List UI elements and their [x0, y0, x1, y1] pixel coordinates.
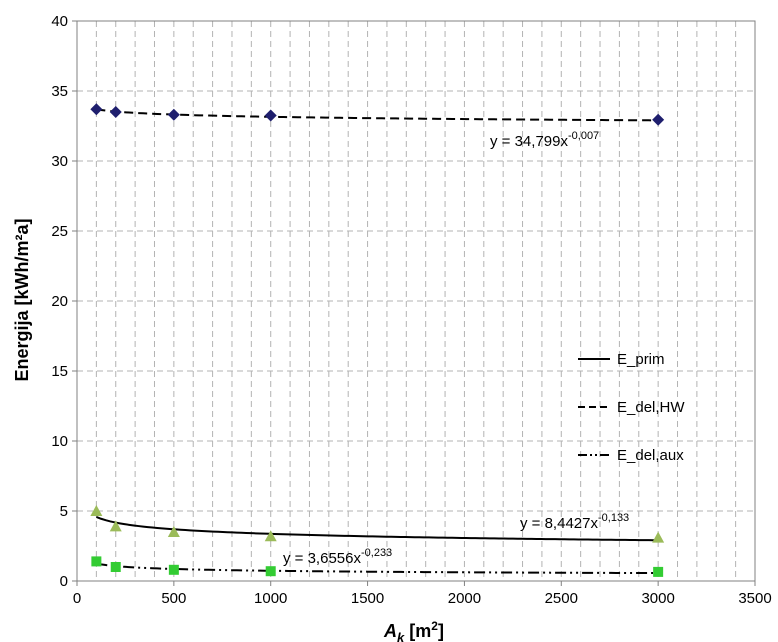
x-tick-label: 3000 [641, 590, 674, 607]
data-point-E_del,HW [167, 108, 180, 121]
trendline-E_del,HW [96, 108, 659, 122]
y-tick-label: 35 [51, 83, 68, 100]
trendlines [96, 108, 659, 575]
y-axis-title: Energija [kWh/m²a] [12, 218, 32, 381]
trendline-E_prim [96, 516, 659, 542]
data-point-E_del,aux [91, 556, 102, 567]
y-tick-label: 10 [51, 433, 68, 450]
y-tick-label: 5 [60, 503, 68, 520]
data-point-E_prim [167, 526, 180, 537]
data-point-E_del,aux [168, 564, 179, 575]
y-tick-label: 40 [51, 13, 68, 30]
data-point-E_del,HW [90, 103, 103, 116]
trend-equation-E_prim: y = 8,4427x-0,133 [520, 512, 629, 532]
legend-label-E_prim: E_prim [617, 351, 665, 368]
x-tick-label: 2000 [448, 590, 481, 607]
legend-label-E_del,HW: E_del,HW [617, 399, 685, 416]
y-tick-label: 20 [51, 293, 68, 310]
y-tick-label: 15 [51, 363, 68, 380]
y-tick-label: 25 [51, 223, 68, 240]
axes: 0 5 10 15 20 25 30 35 40 0 500 1000 1500 2000 2500 3000… [51, 13, 771, 607]
data-point-E_prim [90, 505, 103, 516]
x-axis-title-unit-close: ] [438, 621, 444, 641]
x-axis-title-main: A [383, 621, 397, 641]
data-points [90, 103, 665, 577]
x-axis-title-sub: k [397, 630, 405, 642]
x-tick-label: 500 [161, 590, 186, 607]
legend-label-E_del,aux: E_del,aux [617, 447, 684, 464]
data-point-E_prim [652, 531, 665, 543]
x-tick-label: 2500 [545, 590, 578, 607]
data-point-E_del,HW [264, 109, 277, 122]
data-point-E_del,aux [110, 562, 121, 572]
data-point-E_prim [264, 530, 277, 542]
grid [77, 21, 755, 581]
y-tick-label: 0 [60, 573, 68, 590]
data-point-E_del,HW [652, 113, 665, 126]
equation-labels: y = 8,4427x-0,133 y = 34,799x-0,007 y = 3,… [283, 130, 629, 567]
data-point-E_del,HW [109, 106, 122, 118]
data-point-E_del,aux [653, 566, 664, 577]
y-tick-label: 30 [51, 153, 68, 170]
legend: E_prim E_del,HW E_del,aux [578, 351, 685, 464]
trendline-E_del,aux [96, 562, 659, 575]
x-tick-label: 1000 [254, 590, 287, 607]
x-axis-title-unit: [m [404, 621, 431, 641]
x-tick-label: 0 [73, 590, 81, 607]
trend-equation-E_del,aux: y = 3,6556x-0,233 [283, 547, 392, 567]
data-point-E_prim [109, 520, 122, 532]
x-axis-title: Ak [m2] [383, 619, 444, 642]
x-tick-label: 1500 [351, 590, 384, 607]
data-point-E_del,aux [265, 566, 276, 577]
x-axis-title-unit-sup: 2 [431, 619, 438, 633]
trend-equation-E_del,HW: y = 34,799x-0,007 [490, 130, 599, 150]
x-tick-label: 3500 [738, 590, 771, 607]
